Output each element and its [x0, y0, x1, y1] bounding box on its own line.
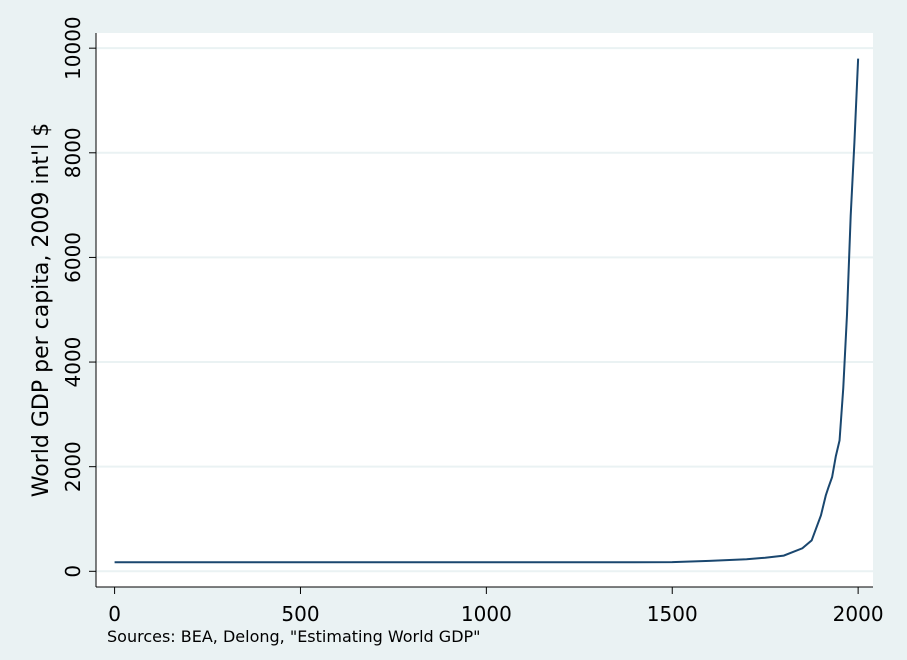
- y-tick-label: 2000: [61, 441, 85, 492]
- data-line: [114, 58, 860, 564]
- x-tick-label: 1000: [461, 602, 512, 626]
- y-tick-label: 8000: [61, 127, 85, 178]
- y-tick-label: 10000: [61, 16, 85, 80]
- x-tick-label: 2000: [833, 602, 884, 626]
- y-tick-label: 4000: [61, 337, 85, 388]
- y-tick-label: 0: [61, 565, 85, 578]
- plot-area: [96, 33, 873, 587]
- x-tick-label: 1500: [647, 602, 698, 626]
- x-tick-label: 500: [281, 602, 319, 626]
- y-tick-label: 6000: [61, 232, 85, 283]
- x-tick-label: 0: [108, 602, 121, 626]
- note: Sources: BEA, Delong, "Estimating World …: [107, 627, 481, 646]
- y-axis-title: World GDP per capita, 2009 int'l $: [29, 123, 54, 497]
